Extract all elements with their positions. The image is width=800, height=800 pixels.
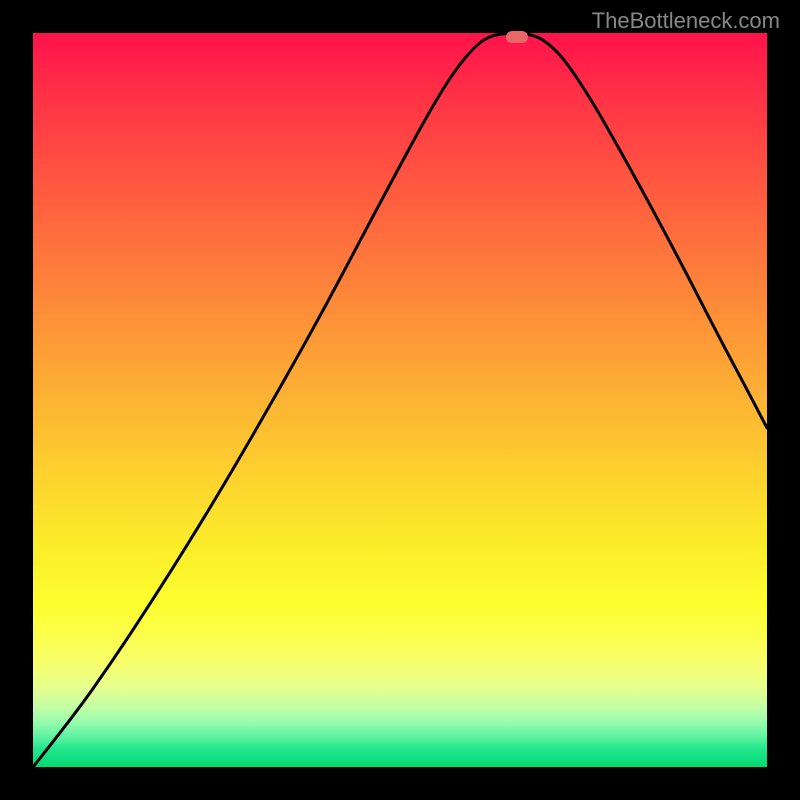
bottleneck-curve	[33, 33, 767, 767]
optimal-marker	[506, 31, 528, 43]
watermark-text: TheBottleneck.com	[592, 8, 780, 34]
